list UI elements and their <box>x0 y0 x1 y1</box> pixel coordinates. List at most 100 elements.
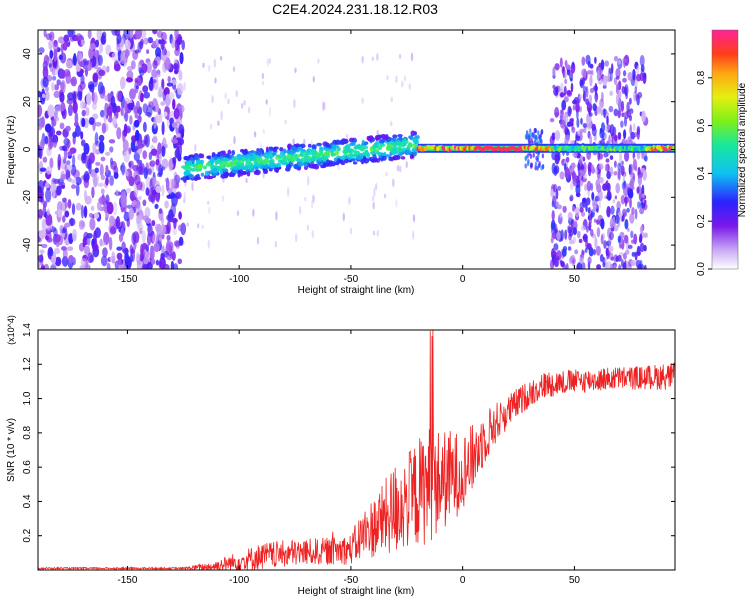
heatmap-cell <box>109 175 114 187</box>
heatmap-cell <box>398 53 402 60</box>
heatmap-cell <box>532 152 535 158</box>
heatmap-cell <box>40 196 45 203</box>
heatmap-cell <box>155 111 163 124</box>
spectrogram-y-tick-label: 20 <box>22 96 33 108</box>
heatmap-cell <box>152 59 158 70</box>
heatmap-cell <box>212 172 219 176</box>
heatmap-cell <box>100 34 107 46</box>
heatmap-cell <box>552 183 558 193</box>
heatmap-cell <box>170 260 175 269</box>
heatmap-cell <box>581 56 586 66</box>
heatmap-cell <box>101 122 107 134</box>
heatmap-cell <box>65 60 73 69</box>
heatmap-cell <box>97 182 104 187</box>
heatmap-cell <box>217 151 221 158</box>
heatmap-cell <box>98 140 105 154</box>
heatmap-cell <box>171 37 176 49</box>
heatmap-cell <box>94 121 102 127</box>
heatmap-cell <box>38 47 45 54</box>
heatmap-cell <box>392 134 398 139</box>
heatmap-cell <box>177 138 185 146</box>
heatmap-cell <box>571 206 576 212</box>
heatmap-cell <box>49 49 54 59</box>
heatmap-cell <box>603 240 607 249</box>
heatmap-cell <box>80 131 84 140</box>
heatmap-cell <box>395 75 398 84</box>
heatmap-cell <box>111 30 118 36</box>
heatmap-cell <box>360 158 365 165</box>
spectrogram-y-axis: -40 -20 0 20 40 <box>22 48 675 252</box>
heatmap-cell <box>42 156 48 163</box>
heatmap-cell <box>143 256 149 265</box>
heatmap-cell <box>72 30 76 38</box>
heatmap-cell <box>626 207 630 213</box>
heatmap-cell <box>143 37 149 45</box>
heatmap-cell <box>643 244 647 252</box>
heatmap-cell <box>568 229 574 237</box>
heatmap-cell <box>137 140 142 149</box>
heatmap-cell <box>180 129 185 139</box>
heatmap-cell <box>164 200 169 209</box>
heatmap-cell <box>603 152 609 158</box>
heatmap-cell <box>80 204 84 219</box>
heatmap-cell <box>86 92 92 106</box>
heatmap-cell <box>44 135 49 145</box>
heatmap-cell <box>348 196 351 206</box>
heatmap-cell <box>336 146 341 152</box>
heatmap-cell <box>255 156 260 162</box>
heatmap-cell <box>641 110 646 123</box>
heatmap-cell <box>200 172 205 177</box>
heatmap-cell <box>268 107 272 117</box>
heatmap-cell <box>579 128 584 134</box>
heatmap-cell <box>588 107 591 116</box>
heatmap-cell <box>149 160 156 167</box>
heatmap-cell <box>346 148 353 153</box>
heatmap-cell <box>222 150 226 156</box>
heatmap-cell <box>136 162 143 176</box>
heatmap-cell <box>183 198 186 204</box>
colorbar-tick-label: 0.8 <box>696 70 707 84</box>
heatmap-cell <box>211 95 214 104</box>
heatmap-cell <box>241 156 246 162</box>
heatmap-cell <box>161 184 165 197</box>
heatmap-cell <box>590 69 594 76</box>
heatmap-cell <box>158 208 163 214</box>
heatmap-cell <box>173 63 179 70</box>
heatmap-cell <box>125 187 132 194</box>
heatmap-cell <box>116 105 121 113</box>
heatmap-cell <box>232 160 237 164</box>
colorbar-tick-label: 0.2 <box>696 214 707 228</box>
heatmap-cell <box>551 150 557 161</box>
heatmap-cell <box>400 156 406 160</box>
heatmap-cell <box>372 230 376 236</box>
heatmap-cell <box>71 154 76 168</box>
heatmap-cell <box>191 181 194 192</box>
heatmap-cell <box>264 153 269 159</box>
heatmap-cell <box>304 196 307 202</box>
heatmap-cell <box>126 77 133 83</box>
heatmap-cell <box>164 57 171 71</box>
heatmap-cell <box>297 161 304 167</box>
heatmap-cell <box>111 251 116 263</box>
heatmap-cell <box>67 30 74 38</box>
heatmap-cell <box>591 123 597 132</box>
heatmap-cell <box>293 163 299 170</box>
heatmap-cell <box>116 44 121 52</box>
heatmap-cell <box>63 68 71 78</box>
heatmap-cell <box>266 58 269 67</box>
heatmap-cell <box>153 242 160 253</box>
heatmap-cell <box>72 135 76 145</box>
heatmap-cell <box>261 72 265 80</box>
heatmap-cell <box>57 36 65 44</box>
heatmap-cell <box>595 179 600 189</box>
heatmap-cell <box>219 169 224 176</box>
heatmap-cell <box>564 125 568 136</box>
heatmap-cell <box>585 197 591 206</box>
heatmap-cell <box>135 100 141 110</box>
heatmap-cell <box>618 264 622 269</box>
heatmap-cell <box>601 91 604 103</box>
heatmap-cell <box>597 189 603 202</box>
heatmap-cell <box>579 207 584 213</box>
heatmap-cell <box>89 217 96 231</box>
heatmap-cell <box>183 191 186 200</box>
